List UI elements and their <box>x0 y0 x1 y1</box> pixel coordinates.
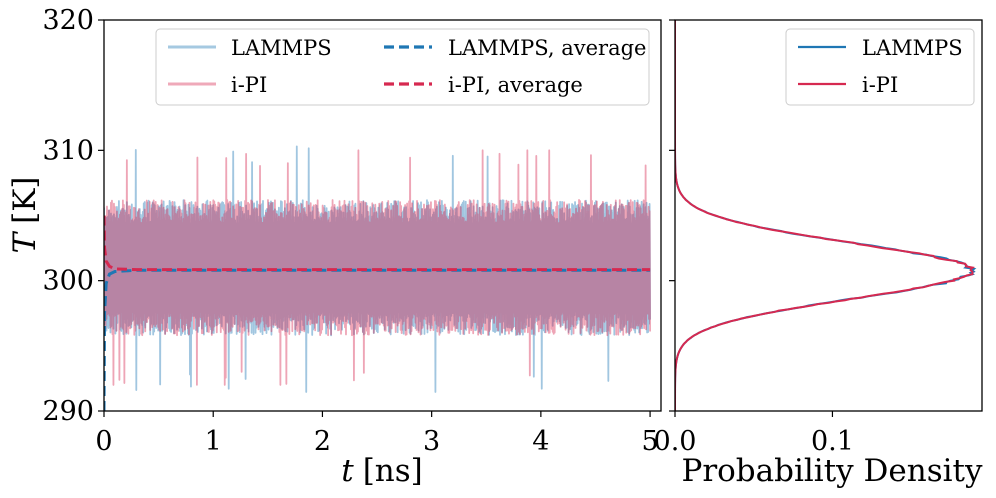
legend-label-ipi-average: i-PI, average <box>448 73 583 97</box>
right-x-tick-label-0: 0.0 <box>654 426 697 457</box>
timeseries-legend: LAMMPS i-PI LAMMPS, average i-PI, averag… <box>155 28 650 106</box>
legend-label-lammps: LAMMPS <box>231 36 332 60</box>
legend-label-lammps-average: LAMMPS, average <box>448 36 646 60</box>
distribution-x-label: Probability Density <box>681 453 983 489</box>
y-tick-label-290: 290 <box>42 396 94 427</box>
timeseries-x-axis: 0 1 2 3 4 5 <box>95 411 659 457</box>
x-tick-label-2: 2 <box>314 426 331 457</box>
timeseries-x-label: t [ns] <box>341 453 423 489</box>
legend-label-ipi: i-PI <box>231 73 267 97</box>
series-ipi-average <box>104 215 651 272</box>
y-tick-label-310: 310 <box>42 135 94 166</box>
timeseries-plot-area <box>104 145 651 411</box>
timeseries-y-label: T[K] <box>7 176 43 253</box>
legend-label-lammps-density: LAMMPS <box>862 36 963 60</box>
timeseries-panel: 0 1 2 3 4 5 290 300 310 320 t [ns] T[K] LAMMPS i-… <box>7 5 662 489</box>
timeseries-legend-frame <box>155 28 650 106</box>
distribution-plot-area <box>675 20 977 411</box>
y-tick-label-320: 320 <box>42 5 94 36</box>
distribution-y-axis <box>669 19 675 412</box>
x-tick-label-0: 0 <box>95 426 112 457</box>
x-tick-label-4: 4 <box>532 426 549 457</box>
x-tick-label-5: 5 <box>641 426 658 457</box>
distribution-x-axis: 0.0 0.1 <box>654 411 854 457</box>
timeseries-y-axis: 290 300 310 320 <box>42 5 104 427</box>
timeseries-axes-frame <box>103 19 662 412</box>
x-tick-label-3: 3 <box>423 426 440 457</box>
legend-label-ipi-density: i-PI <box>862 73 898 97</box>
distribution-panel: 0.0 0.1 Probability Density LAMMPS i-PI <box>654 19 983 489</box>
y-tick-label-300: 300 <box>42 266 94 297</box>
distribution-legend: LAMMPS i-PI <box>785 28 975 106</box>
series-ipi-density <box>675 20 976 411</box>
series-lammps-raw <box>104 145 651 393</box>
right-x-tick-label-1: 0.1 <box>811 426 854 457</box>
series-ipi-raw <box>104 149 651 386</box>
distribution-axes-frame <box>674 19 983 412</box>
x-tick-label-1: 1 <box>205 426 222 457</box>
